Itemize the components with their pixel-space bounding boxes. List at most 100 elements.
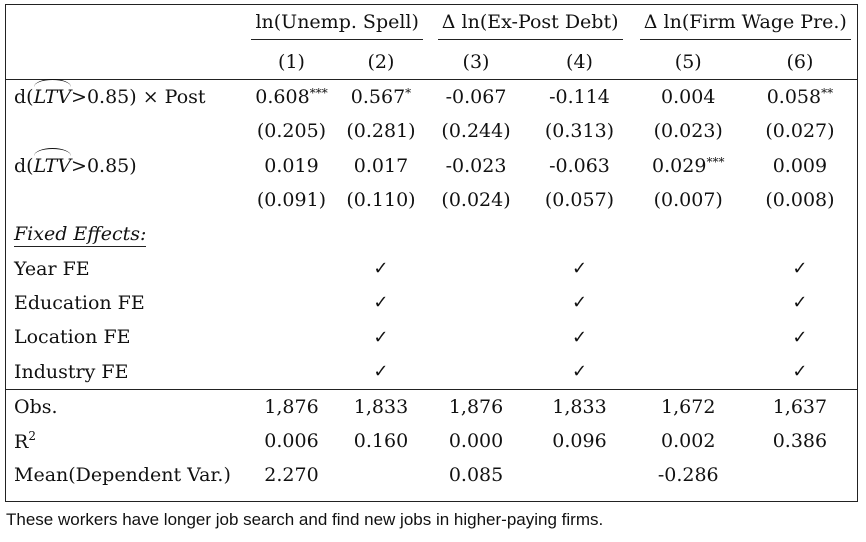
col-header: (3): [426, 45, 526, 80]
stat-cell: 2.270: [264, 464, 319, 487]
check-mark-icon: [634, 320, 743, 354]
row-label: Obs.: [14, 395, 58, 418]
se-row-ltv-post: (0.205) (0.281) (0.244) (0.313) (0.023) …: [6, 114, 857, 148]
se-cell: (0.281): [346, 120, 416, 143]
se-cell: (0.008): [765, 189, 835, 212]
col-header: (4): [525, 45, 634, 80]
group-header-row: ln(Unemp. Spell) Δ ln(Ex-Post Debt) Δ ln…: [6, 5, 857, 45]
check-mark-icon: [427, 320, 526, 354]
check-mark-icon: ✓: [571, 326, 588, 348]
group-header-1: ln(Unemp. Spell): [251, 11, 423, 40]
coef-cell: 0.029***: [652, 154, 725, 177]
regression-table: ln(Unemp. Spell) Δ ln(Ex-Post Debt) Δ ln…: [6, 5, 857, 493]
fe-label: Year FE: [14, 257, 90, 280]
se-cell: (0.244): [441, 120, 511, 143]
stat-cell: 0.000: [448, 430, 504, 453]
se-cell: (0.057): [544, 189, 615, 212]
stat-cell: 1,833: [552, 395, 607, 418]
coef-cell: 0.009: [772, 154, 828, 177]
check-mark-icon: ✓: [525, 354, 634, 390]
stat-cell: [335, 458, 426, 492]
check-mark-icon: ✓: [742, 354, 857, 390]
fe-label: Location FE: [14, 326, 131, 349]
check-mark-icon: ✓: [335, 354, 427, 390]
check-mark-icon: [634, 286, 743, 320]
check-mark-icon: [247, 354, 336, 390]
coef-cell: -0.023: [445, 154, 507, 177]
stat-cell: 1,876: [264, 395, 319, 418]
stat-cell: 1,833: [353, 395, 409, 418]
check-mark-icon: [426, 354, 526, 390]
col-header: (1): [247, 45, 336, 80]
group-header-2: Δ ln(Ex-Post Debt): [437, 11, 623, 40]
stat-cell: 0.096: [552, 430, 607, 453]
stat-cell: 0.006: [264, 430, 319, 453]
check-mark-icon: [633, 354, 743, 390]
col-header: (6): [742, 45, 857, 80]
check-mark-icon: ✓: [792, 292, 808, 314]
row-label: d(LTV>0.85) × Post: [14, 79, 206, 109]
stat-cell: 0.386: [772, 430, 828, 453]
se-cell: (0.313): [544, 120, 615, 143]
regression-table-frame: ln(Unemp. Spell) Δ ln(Ex-Post Debt) Δ ln…: [5, 4, 858, 502]
coef-cell: -0.067: [445, 86, 507, 109]
check-mark-icon: ✓: [373, 292, 389, 314]
column-number-row: (1) (2) (3) (4) (5) (6): [6, 45, 857, 80]
check-mark-icon: [427, 251, 526, 285]
mean-row: Mean(Dependent Var.) 2.270 0.085 -0.286: [6, 458, 857, 492]
row-label: R2: [14, 429, 36, 454]
coef-row-ltv-post: d(LTV>0.85) × Post 0.608*** 0.567* -0.06…: [6, 79, 857, 115]
check-mark-icon: ✓: [373, 258, 389, 280]
stat-cell: 0.085: [448, 464, 504, 487]
check-mark-icon: ✓: [571, 292, 588, 314]
r2-row: R2 0.006 0.160 0.000 0.096 0.002 0.386: [6, 424, 857, 458]
table-caption: These workers have longer job search and…: [6, 510, 604, 529]
check-mark-icon: ✓: [792, 326, 808, 348]
check-mark-icon: ✓: [792, 258, 808, 280]
check-mark-icon: [427, 286, 526, 320]
se-cell: (0.110): [346, 189, 416, 212]
stat-cell: [743, 458, 857, 492]
row-label: Mean(Dependent Var.): [14, 464, 231, 487]
check-mark-icon: ✓: [571, 258, 588, 280]
se-cell: (0.205): [256, 120, 327, 143]
fe-label: Education FE: [14, 291, 145, 314]
group-header-3: Δ ln(Firm Wage Pre.): [639, 11, 851, 40]
stat-cell: 0.002: [661, 430, 716, 453]
col-header: (2): [335, 45, 427, 80]
coef-cell: -0.063: [549, 154, 610, 177]
coef-cell: 0.019: [264, 154, 319, 177]
se-cell: (0.091): [256, 189, 327, 212]
coef-cell: 0.608***: [255, 86, 328, 109]
col-header: (5): [633, 45, 743, 80]
coef-cell: 0.017: [353, 154, 409, 177]
se-cell: (0.007): [653, 189, 723, 212]
check-mark-icon: [248, 251, 336, 285]
coef-cell: -0.114: [549, 86, 610, 109]
obs-row: Obs. 1,876 1,833 1,876 1,833 1,672 1,637: [6, 389, 857, 424]
fe-row-location: Location FE ✓ ✓ ✓: [6, 320, 857, 354]
stat-cell: [525, 458, 633, 492]
check-mark-icon: [248, 320, 336, 354]
fixed-effects-label: Fixed Effects:: [14, 223, 147, 248]
fixed-effects-header-row: Fixed Effects:: [6, 217, 857, 251]
check-mark-icon: ✓: [373, 326, 389, 348]
check-mark-icon: [634, 251, 743, 285]
fe-row-industry: Industry FE ✓ ✓ ✓: [6, 354, 857, 390]
coef-cell: 0.058**: [766, 86, 834, 109]
stat-cell: 1,637: [772, 395, 828, 418]
fe-row-education: Education FE ✓ ✓ ✓: [6, 286, 857, 320]
se-row-ltv: (0.091) (0.110) (0.024) (0.057) (0.007) …: [6, 183, 857, 217]
fe-row-year: Year FE ✓ ✓ ✓: [6, 251, 857, 285]
check-mark-icon: [248, 286, 336, 320]
se-cell: (0.027): [765, 120, 835, 143]
stat-cell: 1,672: [661, 395, 716, 418]
stat-cell: 1,876: [448, 395, 504, 418]
coef-cell: 0.567*: [350, 86, 412, 109]
fe-label: Industry FE: [6, 354, 248, 390]
coef-cell: 0.004: [661, 86, 716, 109]
stat-cell: -0.286: [657, 464, 719, 487]
row-label: d(LTV>0.85): [14, 147, 137, 177]
coef-row-ltv: d(LTV>0.85) 0.019 0.017 -0.023 -0.063 0.…: [6, 147, 857, 183]
